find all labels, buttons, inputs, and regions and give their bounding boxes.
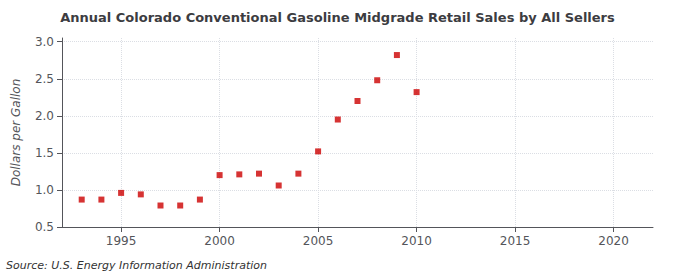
svg-text:2015: 2015 bbox=[500, 234, 531, 248]
svg-text:2.0: 2.0 bbox=[35, 109, 54, 123]
svg-text:1.5: 1.5 bbox=[35, 146, 54, 160]
svg-text:2.5: 2.5 bbox=[35, 72, 54, 86]
svg-text:2020: 2020 bbox=[598, 234, 629, 248]
svg-text:2010: 2010 bbox=[401, 234, 432, 248]
svg-text:0.5: 0.5 bbox=[35, 220, 54, 234]
svg-text:Annual Colorado Conventional G: Annual Colorado Conventional Gasoline Mi… bbox=[60, 10, 615, 25]
svg-text:2000: 2000 bbox=[204, 234, 235, 248]
svg-text:Dollars per Gallon: Dollars per Gallon bbox=[9, 79, 23, 187]
svg-text:Source: U.S. Energy Informatio: Source: U.S. Energy Information Administ… bbox=[6, 259, 267, 272]
svg-text:1995: 1995 bbox=[106, 234, 137, 248]
svg-text:1.0: 1.0 bbox=[35, 183, 54, 197]
svg-text:2005: 2005 bbox=[303, 234, 334, 248]
svg-text:3.0: 3.0 bbox=[35, 35, 54, 49]
